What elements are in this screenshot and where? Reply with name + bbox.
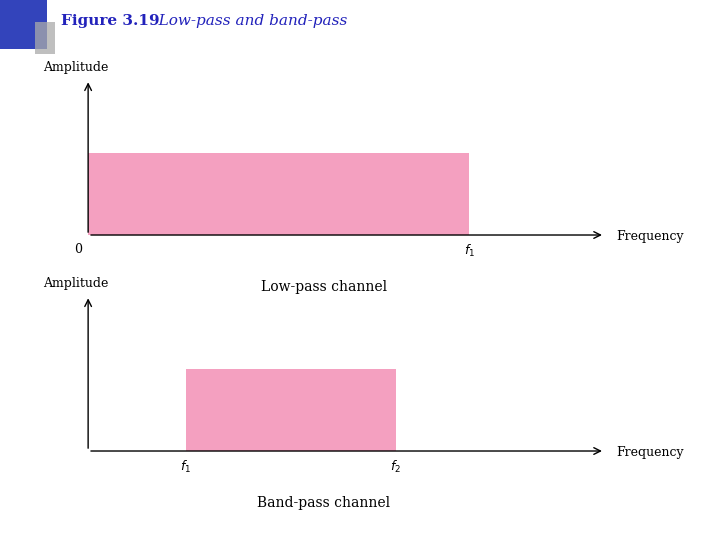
Text: $f_1$: $f_1$	[464, 243, 474, 259]
Text: 0: 0	[74, 243, 83, 256]
Text: Frequency: Frequency	[616, 231, 684, 244]
Text: Low-pass channel: Low-pass channel	[261, 280, 387, 294]
Bar	[88, 153, 469, 235]
Text: Low-pass and band-pass: Low-pass and band-pass	[144, 14, 347, 28]
Text: Figure 3.19: Figure 3.19	[61, 14, 160, 28]
Bar	[0, 0, 47, 49]
Text: Frequency: Frequency	[616, 447, 684, 460]
Text: Band-pass channel: Band-pass channel	[258, 496, 390, 510]
Text: $f_2$: $f_2$	[390, 459, 402, 475]
Text: $f_1$: $f_1$	[180, 459, 192, 475]
Bar	[35, 22, 55, 81]
Text: Amplitude: Amplitude	[43, 60, 109, 73]
Text: Amplitude: Amplitude	[43, 276, 109, 289]
Bar	[186, 369, 396, 451]
